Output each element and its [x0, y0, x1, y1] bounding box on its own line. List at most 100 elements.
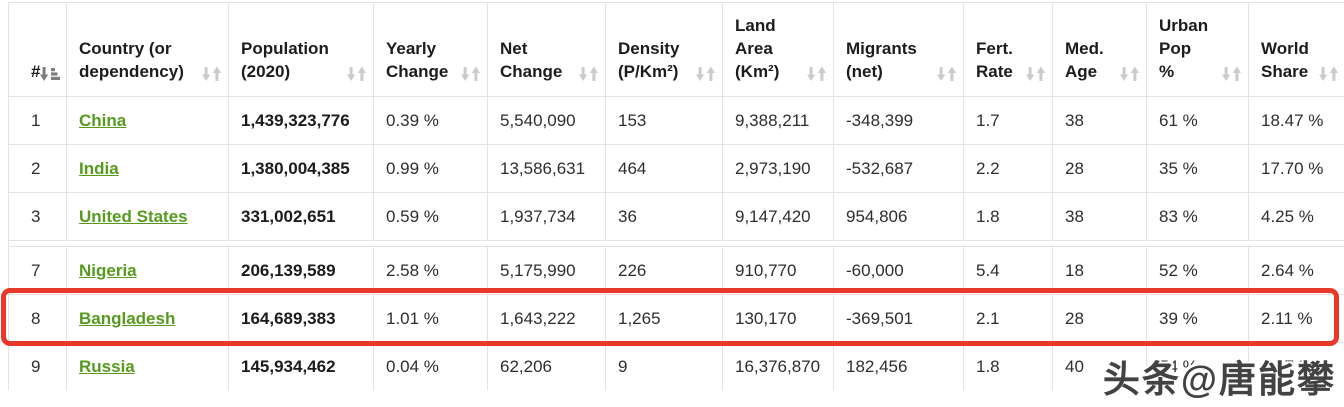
- data-cell: 2.2: [964, 145, 1053, 192]
- column-header-9[interactable]: Med. Age: [1053, 3, 1147, 96]
- column-header-6[interactable]: Land Area (Km²): [723, 3, 834, 96]
- cell-value: 2,973,190: [735, 158, 811, 178]
- column-header-7[interactable]: Migrants (net): [834, 3, 964, 96]
- cell-value: 0.04 %: [386, 356, 439, 376]
- data-cell: 35 %: [1147, 145, 1249, 192]
- population-table: # Country (or dependency) Population (2020…: [8, 2, 1344, 390]
- country-link[interactable]: Bangladesh: [79, 308, 176, 328]
- column-label: Med. Age: [1065, 39, 1104, 81]
- rank-cell: 3: [9, 193, 67, 240]
- data-cell: 226: [606, 247, 723, 294]
- cell-value: 74 %: [1159, 356, 1198, 376]
- cell-value: 18.47 %: [1261, 110, 1324, 130]
- cell-value: 2.11 %: [1261, 308, 1313, 328]
- cell-value: -369,501: [846, 308, 914, 328]
- data-cell: 0.39 %: [374, 97, 488, 144]
- table-row-china: 1 China 1,439,323,776 0.39 % 5,540,090 153 9,3…: [9, 96, 1344, 144]
- country-link[interactable]: India: [79, 158, 119, 178]
- data-cell: 18: [1053, 247, 1147, 294]
- cell-value: 38: [1065, 206, 1084, 226]
- data-cell: 164,689,383: [229, 295, 374, 342]
- data-cell: 52 %: [1147, 247, 1249, 294]
- data-cell: 2.1: [964, 295, 1053, 342]
- table-header: # Country (or dependency) Population (2020…: [9, 3, 1344, 96]
- data-cell: -348,399: [834, 97, 964, 144]
- data-cell: 83 %: [1147, 193, 1249, 240]
- sort-toggle-icon: [696, 66, 716, 82]
- sort-toggle-icon: [937, 66, 957, 82]
- data-cell: 9,147,420: [723, 193, 834, 240]
- rank-cell: 1: [9, 97, 67, 144]
- cell-value: 9,388,211: [735, 110, 810, 130]
- cell-value: 4.25 %: [1261, 206, 1314, 226]
- cell-value: 83 %: [1159, 206, 1198, 226]
- table-body: 1 China 1,439,323,776 0.39 % 5,540,090 153 9,3…: [9, 96, 1344, 390]
- rank-value: 3: [31, 206, 41, 226]
- cell-value: -348,399: [846, 110, 914, 130]
- cell-value: 2.1: [976, 308, 1000, 328]
- column-label: #: [31, 62, 41, 81]
- cell-value: 0.59 %: [386, 206, 439, 226]
- data-cell: 5,175,990: [488, 247, 606, 294]
- cell-value: -60,000: [846, 260, 904, 280]
- column-header-4[interactable]: Net Change: [488, 3, 606, 96]
- country-link[interactable]: China: [79, 110, 127, 130]
- column-label: Yearly Change: [386, 39, 449, 81]
- cell-value: 62,206: [500, 356, 552, 376]
- cell-value: 2.2: [976, 158, 1000, 178]
- cell-value: 2.64 %: [1261, 260, 1314, 280]
- cell-value: 1.8: [976, 206, 1000, 226]
- column-header-0[interactable]: #: [9, 3, 67, 96]
- cell-value: 16,376,870: [735, 356, 821, 376]
- column-header-1[interactable]: Country (or dependency): [67, 3, 229, 96]
- data-cell: -369,501: [834, 295, 964, 342]
- sort-toggle-icon: [461, 66, 481, 82]
- rank-value: 2: [31, 158, 41, 178]
- column-header-3[interactable]: Yearly Change: [374, 3, 488, 96]
- column-label: Net Change: [500, 39, 563, 81]
- cell-value: 5.4: [976, 260, 1000, 280]
- column-label: Density (P/Km²): [618, 39, 680, 81]
- data-cell: 38: [1053, 193, 1147, 240]
- cell-value: 28: [1065, 158, 1084, 178]
- cell-value: 206,139,589: [241, 260, 336, 280]
- data-cell: 1,937,734: [488, 193, 606, 240]
- data-cell: 954,806: [834, 193, 964, 240]
- column-label: Migrants (net): [846, 39, 917, 81]
- sort-toggle-icon: [1319, 66, 1339, 82]
- cell-value: 954,806: [846, 206, 908, 226]
- cell-value: 182,456: [846, 356, 908, 376]
- cell-value: 9,147,420: [735, 206, 811, 226]
- cell-value: 910,770: [735, 260, 797, 280]
- country-link[interactable]: United States: [79, 206, 188, 226]
- cell-value: 35 %: [1159, 158, 1198, 178]
- cell-value: 1.87 %: [1261, 356, 1314, 376]
- country-link[interactable]: Nigeria: [79, 260, 137, 280]
- table-row-nigeria: 7 Nigeria 206,139,589 2.58 % 5,175,990 226 910…: [9, 246, 1344, 294]
- data-cell: 1.8: [964, 193, 1053, 240]
- data-cell: 17.70 %: [1249, 145, 1344, 192]
- rank-cell: 9: [9, 343, 67, 390]
- rank-cell: 7: [9, 247, 67, 294]
- cell-value: 464: [618, 158, 647, 178]
- column-header-5[interactable]: Density (P/Km²): [606, 3, 723, 96]
- country-link[interactable]: Russia: [79, 356, 135, 376]
- data-cell: 39 %: [1147, 295, 1249, 342]
- column-header-11[interactable]: World Share: [1249, 3, 1344, 96]
- sort-toggle-icon: [1026, 66, 1046, 82]
- cell-value: 1,380,004,385: [241, 158, 350, 178]
- cell-value: -532,687: [846, 158, 914, 178]
- cell-value: 5,175,990: [500, 260, 576, 280]
- data-cell: 1,643,222: [488, 295, 606, 342]
- data-cell: 910,770: [723, 247, 834, 294]
- cell-value: 40: [1065, 356, 1084, 376]
- sort-toggle-icon: [347, 66, 367, 82]
- column-label: Country (or dependency): [79, 39, 184, 81]
- watermark: 头条@唐能攀: [1102, 359, 1336, 400]
- data-cell: India: [67, 145, 229, 192]
- column-header-10[interactable]: Urban Pop %: [1147, 3, 1249, 96]
- data-cell: 2,973,190: [723, 145, 834, 192]
- column-header-8[interactable]: Fert. Rate: [964, 3, 1053, 96]
- column-header-2[interactable]: Population (2020): [229, 3, 374, 96]
- data-cell: 5.4: [964, 247, 1053, 294]
